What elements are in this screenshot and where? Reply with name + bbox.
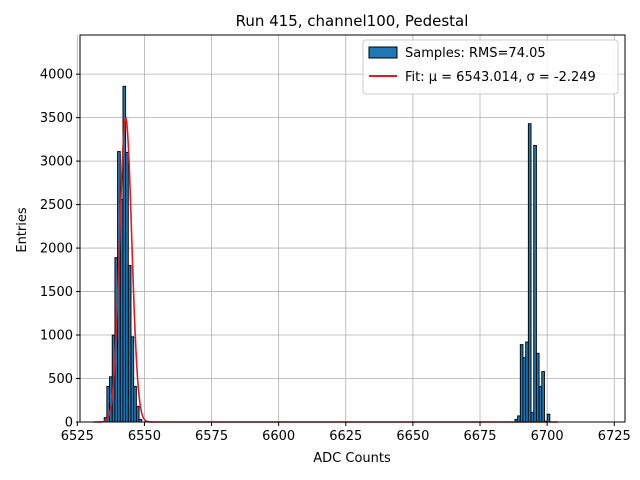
x-tick-label: 6675 [463,429,496,444]
legend: Samples: RMS=74.05 Fit: μ = 6543.014, σ … [362,39,619,95]
y-axis-ticks: 0 500 1000 1500 2000 2500 3000 3500 4000 [40,68,80,431]
axes-frame [79,34,626,423]
y-tick-label: 1500 [40,285,73,300]
histogram-bar [527,123,532,423]
x-tick-label: 6575 [195,429,228,444]
x-tick-label: 6625 [329,429,362,444]
x-tick-label: 6700 [531,429,564,444]
y-tick-label: 1000 [40,329,73,344]
legend-label-samples: Samples: RMS=74.05 [405,46,546,61]
y-tick-label: 2000 [40,242,73,257]
histogram-bar [546,413,551,423]
x-tick-label: 6525 [61,429,94,444]
legend-label-fit: Fit: μ = 6543.014, σ = -2.249 [405,70,596,85]
y-tick-label: 2500 [40,198,73,213]
x-tick-label: 6600 [262,429,295,444]
y-tick-label: 4000 [40,68,73,83]
y-tick-label: 0 [65,416,73,431]
legend-box [362,39,619,95]
legend-bar-swatch [368,46,398,59]
histogram-bar [541,371,545,423]
x-axis-ticks: 6525 6550 6575 6600 6625 6650 6675 6700 6725 [61,422,631,444]
y-tick-label: 3500 [40,111,73,126]
x-tick-label: 6550 [128,429,161,444]
y-tick-label: 500 [48,372,73,387]
chart-title: Run 415, channel100, Pedestal [236,12,469,30]
y-axis-label: Entries [15,207,30,253]
y-tick-label: 3000 [40,155,73,170]
x-tick-label: 6650 [396,429,429,444]
x-tick-label: 6725 [598,429,631,444]
x-axis-label: ADC Counts [313,451,391,466]
